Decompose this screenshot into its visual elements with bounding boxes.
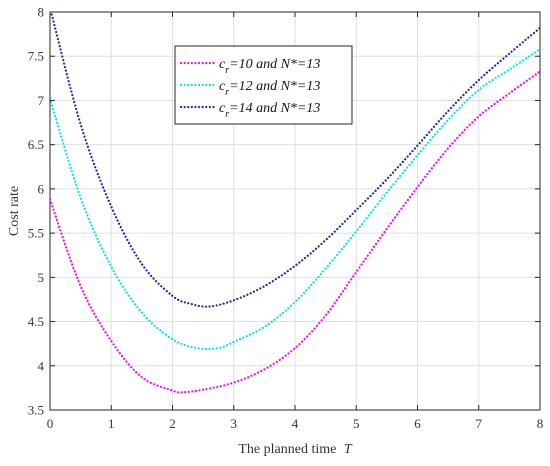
y-tick-label: 7: [38, 93, 45, 108]
y-tick-label: 6: [38, 181, 45, 196]
x-tick-label: 5: [353, 416, 360, 431]
y-axis-title: Cost rate: [7, 186, 22, 236]
y-tick-labels: 3.5 4 4.5 5 5.5 6 6.5 7 7.5 8: [28, 5, 45, 418]
legend-label-rest: =12 and N*=13: [229, 79, 320, 94]
y-tick-label: 7.5: [28, 49, 44, 64]
y-tick-label: 4: [38, 358, 45, 373]
y-tick-label: 4.5: [28, 314, 44, 329]
legend-label-2: cr=12 and N*=13: [219, 79, 320, 98]
legend-label-symbol: c: [219, 57, 226, 72]
y-tick-label: 5.5: [28, 226, 44, 241]
legend-label-subscript: r: [225, 87, 229, 98]
x-tick-label: 0: [47, 416, 54, 431]
legend-label-1: cr=10 and N*=13: [219, 57, 320, 76]
x-tick-labels: 0 1 2 3 4 5 6 7 8: [47, 416, 544, 431]
series-line-1: [50, 70, 540, 394]
legend-label-subscript: r: [225, 109, 229, 120]
x-tick-label: 8: [537, 416, 544, 431]
legend-label-subscript: r: [225, 65, 229, 76]
legend-label-symbol: c: [219, 101, 226, 116]
x-axis-title: The planned time T: [238, 442, 352, 457]
y-tick-label: 5: [38, 270, 45, 285]
x-tick-label: 2: [169, 416, 176, 431]
x-axis-title-variable: T: [344, 442, 353, 457]
tick-marks: [49, 11, 541, 411]
y-tick-label: 3.5: [28, 403, 44, 418]
y-tick-label: 6.5: [28, 137, 44, 152]
x-tick-label: 1: [108, 416, 115, 431]
legend-label-symbol: c: [219, 79, 226, 94]
series-line-2: [50, 48, 540, 351]
x-tick-label: 3: [231, 416, 238, 431]
legend-box: [174, 45, 353, 125]
y-tick-label: 8: [38, 5, 45, 20]
legend-label-rest: =14 and N*=13: [229, 101, 320, 116]
x-tick-label: 7: [476, 416, 483, 431]
legend-label-3: cr=14 and N*=13: [219, 101, 320, 120]
x-tick-label: 6: [414, 416, 421, 431]
series-layer: [50, 12, 540, 394]
x-axis-title-text: The planned time: [238, 442, 336, 457]
series-line-3: [50, 12, 540, 308]
legend-label-rest: =10 and N*=13: [229, 57, 320, 72]
x-tick-label: 4: [292, 416, 299, 431]
